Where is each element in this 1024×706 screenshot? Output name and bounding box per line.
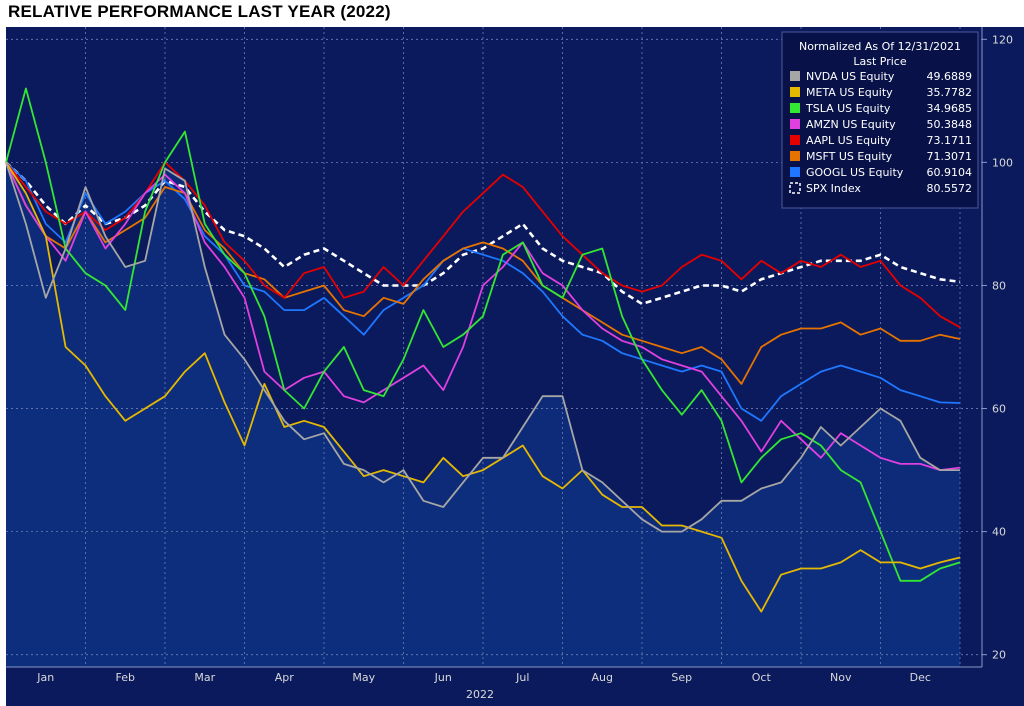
legend-name-spx: SPX Index <box>806 182 861 195</box>
legend-swatch-nvda <box>790 71 800 81</box>
legend-price-msft: 71.3071 <box>927 150 973 163</box>
page-title: RELATIVE PERFORMANCE LAST YEAR (2022) <box>8 2 391 21</box>
legend-price-meta: 35.7782 <box>927 86 973 99</box>
x-axis-year-label: 2022 <box>466 688 494 701</box>
y-tick-label-40: 40 <box>992 526 1006 539</box>
x-tick-label-feb: Feb <box>116 671 135 684</box>
x-tick-label-oct: Oct <box>752 671 772 684</box>
series-layer <box>5 87 961 613</box>
x-axis-background <box>6 667 982 706</box>
y-tick-label-60: 60 <box>992 403 1006 416</box>
area-meta <box>6 162 960 667</box>
series-line-nvda <box>5 162 960 533</box>
series-line-meta <box>5 161 961 613</box>
legend-header-1: Normalized As Of 12/31/2021 <box>799 40 961 53</box>
legend-price-amzn: 50.3848 <box>927 118 973 131</box>
legend-swatch-amzn <box>790 119 800 129</box>
legend-name-nvda: NVDA US Equity <box>806 70 895 83</box>
y-axis-background <box>982 27 1024 706</box>
x-tick-label-jul: Jul <box>515 671 529 684</box>
legend-name-aapl: AAPL US Equity <box>806 134 891 147</box>
legend-name-amzn: AMZN US Equity <box>806 118 896 131</box>
legend-swatch-googl <box>790 167 800 177</box>
x-tick-label-jun: Jun <box>434 671 452 684</box>
series-line-amzn <box>5 162 961 472</box>
legend-box <box>781 31 979 209</box>
legend-price-googl: 60.9104 <box>927 166 973 179</box>
legend-swatch-aapl <box>790 135 800 145</box>
legend-swatch-msft <box>790 151 800 161</box>
series-line-googl <box>5 161 961 422</box>
x-axis: Jan Feb Mar Apr May Jun Jul Aug Sep Oct Nov Dec <box>36 671 931 684</box>
x-tick-label-may: May <box>352 671 375 684</box>
series-line-tsla <box>5 87 961 582</box>
legend-name-googl: GOOGL US Equity <box>806 166 904 179</box>
y-tick-label-120: 120 <box>992 33 1013 46</box>
area-layer <box>6 162 960 667</box>
y-tick-label-20: 20 <box>992 649 1006 662</box>
legend-name-tsla: TSLA US Equity <box>805 102 891 115</box>
x-tick-label-apr: Apr <box>275 671 295 684</box>
x-tick-label-jan: Jan <box>36 671 54 684</box>
legend-price-tsla: 34.9685 <box>927 102 973 115</box>
legend-swatch-meta <box>790 87 800 97</box>
y-axis: 20 40 60 80 100 120 <box>982 33 1013 662</box>
legend: Normalized As Of 12/31/2021 Last Price N… <box>781 31 979 209</box>
x-tick-label-nov: Nov <box>830 671 852 684</box>
legend-name-msft: MSFT US Equity <box>806 150 893 163</box>
x-tick-label-dec: Dec <box>910 671 931 684</box>
legend-price-spx: 80.5572 <box>927 182 973 195</box>
legend-name-meta: META US Equity <box>806 86 893 99</box>
legend-header-2: Last Price <box>853 55 906 68</box>
legend-swatch-tsla <box>790 103 800 113</box>
y-tick-label-100: 100 <box>992 156 1013 169</box>
series-line-msft <box>5 162 961 385</box>
y-tick-label-80: 80 <box>992 279 1006 292</box>
x-tick-label-mar: Mar <box>194 671 215 684</box>
x-tick-label-sep: Sep <box>671 671 692 684</box>
legend-swatch-spx <box>789 182 801 194</box>
legend-price-nvda: 49.6889 <box>927 70 973 83</box>
legend-price-aapl: 73.1711 <box>927 134 973 147</box>
x-tick-label-aug: Aug <box>592 671 613 684</box>
